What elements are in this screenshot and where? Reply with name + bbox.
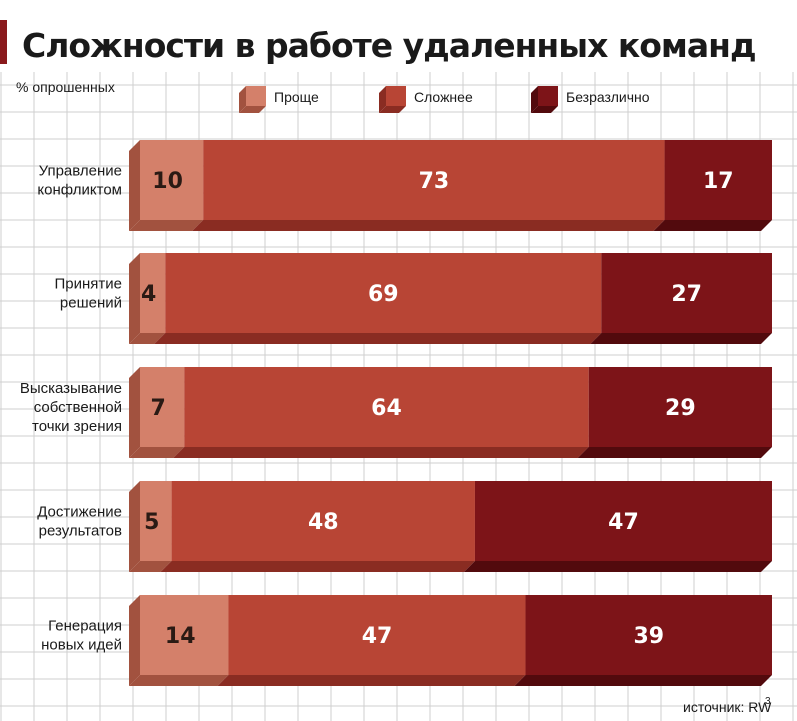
category-label: Достижение результатов [37,504,122,540]
source-label: источник: RW [683,699,772,715]
bar-depth [590,333,772,344]
bar-depth [653,220,772,231]
bar-value-label: 27 [671,282,702,307]
bar-segment [140,253,166,333]
bar-segment [184,367,589,447]
category-label: Генерация новых идей [41,618,122,654]
bar-depth [129,220,204,231]
bar-segment [588,367,772,447]
legend-swatch [246,86,266,106]
bar-side [129,253,140,344]
bar-segment [203,140,665,220]
bar-depth [129,561,172,572]
bar-depth [160,561,475,572]
category-label-line: собственной [34,399,122,416]
category-label-line: точки зрения [32,418,122,435]
category-label: Высказывание собственной точки зрения [20,380,122,435]
legend-swatch-bottom [239,106,266,113]
bar-value-label: 17 [703,169,734,194]
bar-value-label: 73 [419,169,450,194]
legend-swatch-side [379,86,386,113]
bar-segment [664,140,772,220]
legend-swatch-bottom [531,106,558,113]
bar-value-label: 29 [665,396,696,421]
bar-depth [129,333,166,344]
bar-value-label: 69 [368,282,399,307]
bar-value-label: 14 [165,624,196,649]
category-label-line: решений [60,295,122,312]
category-label: Принятие решений [55,276,123,312]
bar-depth [129,675,229,686]
bar-value-label: 10 [152,169,183,194]
legend-swatch-bottom [379,106,406,113]
bar-segment [601,253,772,333]
bar-value-label: 7 [150,396,165,421]
chart-title: Сложности в работе удаленных команд [22,26,756,65]
bar-value-label: 64 [371,396,402,421]
unit-label: % опрошенных [16,79,115,95]
category-label-line: Достижение [37,504,122,521]
category-label: Управление конфликтом [37,163,122,199]
legend: Проще Сложнее Безразлично [239,86,650,113]
category-label-line: Принятие [55,276,123,293]
bar-value-label: 5 [144,510,159,535]
legend-label: Сложнее [414,89,473,105]
bar-depth [514,675,772,686]
category-label-line: Высказывание [20,380,122,397]
bar-depth [129,447,185,458]
bar-value-label: 4 [141,282,156,307]
bar-depth [577,447,772,458]
category-label-line: Генерация [48,618,122,635]
bar-segment [171,481,475,561]
bar-segment [525,595,772,675]
bar-value-label: 39 [633,624,664,649]
bar-segment [474,481,772,561]
legend-swatch-side [531,86,538,113]
title-accent-bar [0,20,7,64]
bar-segment [140,595,229,675]
bars: 10 73 17 4 69 27 7 64 29 5 48 47 14 47 39 [129,140,772,686]
bar-depth [173,447,589,458]
bar-value-label: 47 [362,624,393,649]
bar-depth [192,220,665,231]
bar-depth [217,675,526,686]
bar-side [129,595,140,686]
bar-segment [140,367,185,447]
bar-segment [165,253,602,333]
bar-side [129,367,140,458]
category-labels: Управление конфликтом Принятие решений Выска… [20,163,122,654]
bar-segment [140,481,172,561]
legend-swatch-side [239,86,246,113]
bar-value-label: 48 [308,510,339,535]
bar-side [129,140,140,231]
bar-value-label: 47 [608,510,639,535]
category-label-line: конфликтом [37,182,122,199]
bar-depth [154,333,602,344]
category-label-line: Управление [39,163,122,180]
legend-label: Безразлично [566,89,650,105]
legend-swatch [386,86,406,106]
bar-side [129,481,140,572]
bar-segment [140,140,204,220]
category-label-line: результатов [39,523,122,540]
legend-swatch [538,86,558,106]
bar-depth [463,561,772,572]
source-superscript: 3 [765,696,771,707]
category-label-line: новых идей [41,637,122,654]
bar-segment [228,595,526,675]
legend-label: Проще [274,89,319,105]
